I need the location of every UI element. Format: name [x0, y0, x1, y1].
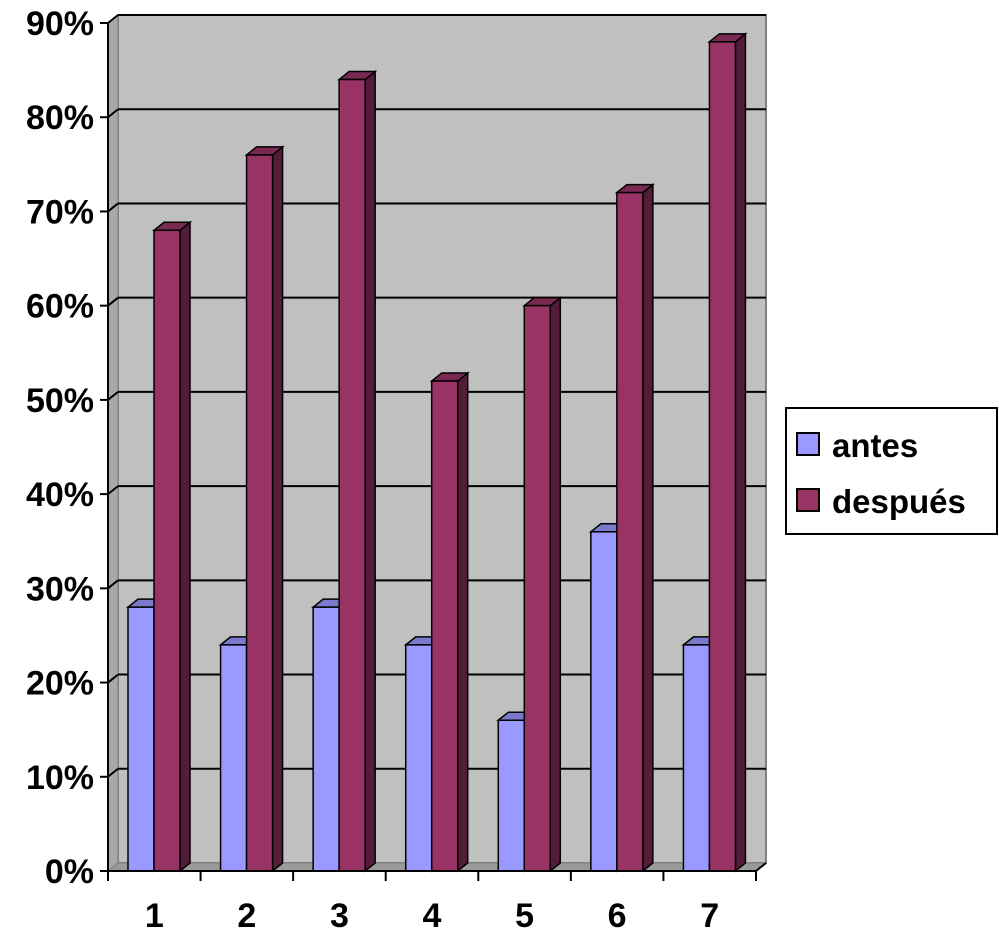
side-wall [107, 13, 119, 873]
bar-después-1 [151, 220, 193, 873]
y-tick-label: 40% [26, 476, 94, 514]
x-tick-label: 2 [237, 897, 256, 935]
bar-front [616, 191, 644, 872]
gridline-side [107, 391, 119, 401]
gridline-side [107, 296, 119, 307]
bar-front [497, 719, 526, 872]
bar-después-7 [707, 32, 748, 873]
gridline-side [107, 673, 119, 684]
x-tick-label: 7 [700, 897, 719, 935]
gridline-side [107, 767, 119, 778]
legend-label-despues: después [832, 483, 966, 520]
bar-front [430, 380, 459, 872]
bar-después-5 [522, 296, 563, 873]
y-tick-label: 10% [26, 759, 94, 797]
bar-side [364, 69, 376, 873]
bar-después-6 [614, 183, 655, 873]
bar-front [523, 304, 552, 872]
bar-side [271, 145, 284, 873]
y-tick-label: 80% [26, 99, 94, 137]
bar-front [682, 644, 711, 872]
y-tick-label: 70% [26, 193, 94, 231]
y-tick-label: 0% [45, 853, 94, 891]
bar-front [404, 644, 433, 872]
gridline-side [107, 485, 119, 495]
gridline-side [107, 108, 119, 119]
x-tick-label: 1 [145, 897, 164, 935]
bar-front [590, 531, 618, 872]
bar-después-4 [429, 371, 470, 873]
y-tick-label: 50% [26, 382, 94, 420]
axes [100, 22, 767, 881]
bar-front [219, 644, 248, 872]
bar-side [734, 32, 747, 873]
y-tick-label: 60% [26, 288, 94, 326]
bar-front [312, 606, 340, 872]
x-tick-label: 3 [330, 897, 349, 935]
bar-front [127, 606, 155, 872]
bars [125, 32, 748, 873]
x-tick-label: 5 [515, 897, 534, 935]
bar-side [642, 183, 654, 873]
y-tick-label: 30% [26, 570, 94, 608]
gridline-side [107, 14, 119, 24]
bar-front [153, 229, 181, 872]
x-axis-depth [755, 862, 767, 872]
bar-front [708, 41, 737, 872]
x-tick-label: 6 [608, 897, 627, 935]
legend-swatch-despues [796, 488, 820, 512]
legend-box [785, 407, 998, 535]
x-tick-label: 4 [423, 897, 442, 935]
gridline-side [107, 579, 119, 590]
bar-side [456, 371, 469, 873]
y-tick-label: 90% [26, 5, 94, 43]
bar-front [338, 78, 366, 872]
bar-side [179, 220, 191, 873]
bar-side [549, 296, 562, 873]
legend: antes después [785, 407, 998, 535]
bar-después-3 [337, 69, 378, 873]
bar-después-2 [244, 145, 285, 873]
x-tick-labels: 1 2 3 4 5 6 7 [145, 897, 719, 935]
gridline-side [107, 202, 119, 213]
y-tick-label: 20% [26, 665, 94, 703]
bar-front [245, 154, 274, 872]
y-tick-labels: 0% 10% 20% 30% 40% 50% 60% 70% 80% 90% [26, 5, 94, 891]
legend-label-antes: antes [832, 427, 918, 464]
legend-swatch-antes [796, 432, 820, 456]
